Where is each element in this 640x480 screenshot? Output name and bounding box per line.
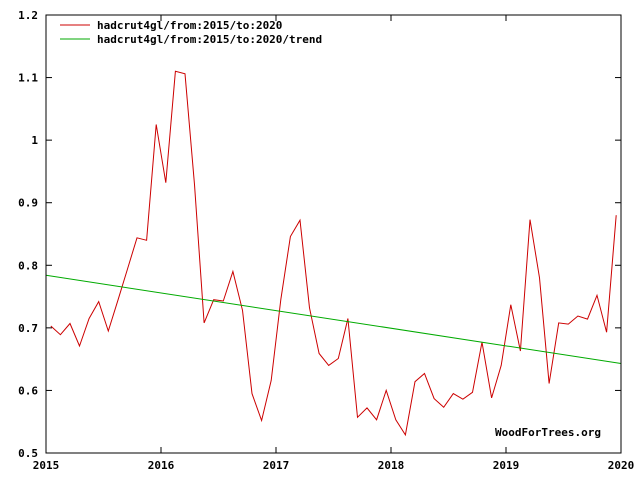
y-tick-label: 0.6 bbox=[18, 384, 38, 397]
y-tick-label: 0.5 bbox=[18, 447, 38, 460]
x-tick-label: 2018 bbox=[378, 459, 405, 472]
legend: hadcrut4gl/from:2015/to:2020hadcrut4gl/f… bbox=[60, 19, 322, 46]
x-tick-label: 2015 bbox=[33, 459, 60, 472]
legend-label: hadcrut4gl/from:2015/to:2020/trend bbox=[97, 33, 322, 46]
credit-annotation: WoodForTrees.org bbox=[495, 426, 601, 439]
ticks-layer: 2015 2016 2017 2018 2019 2020 0.5 0.6 0.7 0.8 0.9 1… bbox=[18, 9, 634, 472]
series-layer bbox=[45, 70, 622, 437]
y-tick-label: 0.9 bbox=[18, 197, 38, 210]
x-tick-label: 2017 bbox=[263, 459, 290, 472]
series-line-hadcrut4gl bbox=[50, 70, 617, 437]
y-tick-label: 1 bbox=[31, 134, 38, 147]
y-tick-label: 1.1 bbox=[18, 72, 38, 85]
x-tick-label: 2020 bbox=[608, 459, 635, 472]
x-tick-label: 2016 bbox=[148, 459, 175, 472]
series-line-trend bbox=[45, 274, 622, 364]
y-tick-label: 0.7 bbox=[18, 322, 38, 335]
x-tick-label: 2019 bbox=[493, 459, 520, 472]
legend-label: hadcrut4gl/from:2015/to:2020 bbox=[97, 19, 282, 32]
y-tick-label: 0.8 bbox=[18, 259, 38, 272]
y-tick-label: 1.2 bbox=[18, 9, 38, 22]
plot-frame bbox=[45, 14, 622, 454]
